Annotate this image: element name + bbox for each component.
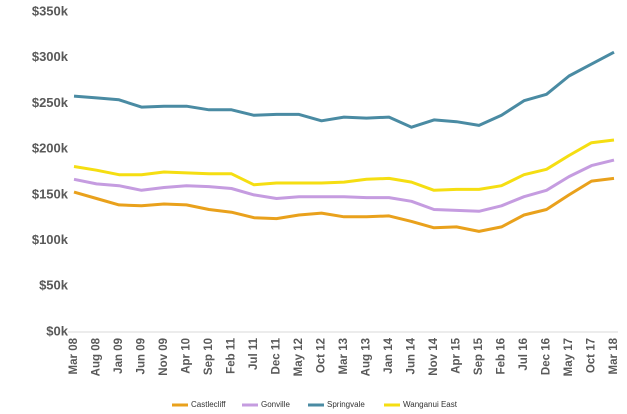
x-tick-label: Nov 09 bbox=[158, 338, 170, 376]
x-tick-label: Dec 16 bbox=[541, 338, 553, 375]
x-tick-label: Sep 15 bbox=[473, 337, 485, 375]
line-series bbox=[73, 50, 615, 129]
x-tick-label: Dec 11 bbox=[271, 337, 283, 374]
y-tick-label: $350k bbox=[32, 3, 69, 18]
x-tick-label: Feb 11 bbox=[226, 337, 238, 373]
y-tick-label: $150k bbox=[32, 186, 69, 201]
y-tick-label: $250k bbox=[32, 95, 69, 110]
x-tick-label: May 17 bbox=[563, 338, 575, 376]
x-tick-label: Mar 18 bbox=[608, 337, 620, 374]
x-tick-label: Nov 14 bbox=[428, 337, 440, 375]
x-tick-label: Oct 12 bbox=[316, 338, 328, 373]
line-series bbox=[73, 158, 615, 213]
x-tick-label: Apr 15 bbox=[451, 337, 463, 373]
y-tick-label: $50k bbox=[39, 278, 69, 293]
x-tick-label: Jun 09 bbox=[136, 338, 148, 374]
legend-label: Gonville bbox=[261, 400, 290, 409]
x-tick-label: Jul 16 bbox=[518, 338, 530, 371]
x-tick-label: Oct 17 bbox=[586, 338, 598, 373]
line-series bbox=[73, 138, 615, 192]
x-tick-label: Jan 09 bbox=[113, 338, 125, 374]
x-tick-label: Jul 11 bbox=[248, 337, 260, 370]
x-tick-label: Aug 08 bbox=[91, 337, 103, 376]
y-tick-label: $100k bbox=[32, 232, 69, 247]
x-tick-label: Jan 14 bbox=[383, 337, 395, 373]
legend-label: Castlecliff bbox=[191, 400, 226, 409]
x-tick-label: May 12 bbox=[293, 338, 305, 376]
x-tick-label: Aug 13 bbox=[361, 338, 373, 376]
x-tick-label: Sep 10 bbox=[203, 338, 215, 375]
y-tick-label: $300k bbox=[32, 49, 69, 64]
legend-label: Springvale bbox=[327, 400, 365, 409]
line-series bbox=[73, 176, 615, 233]
x-tick-label: Jun 14 bbox=[406, 337, 418, 374]
legend-label: Wanganui East bbox=[403, 400, 458, 409]
x-tick-label: Mar 08 bbox=[68, 337, 80, 374]
x-tick-label: Feb 16 bbox=[496, 338, 508, 374]
x-tick-label: Apr 10 bbox=[181, 338, 193, 374]
x-tick-label: Mar 13 bbox=[338, 338, 350, 374]
y-tick-label: $0k bbox=[46, 323, 68, 338]
y-tick-label: $200k bbox=[32, 141, 69, 156]
